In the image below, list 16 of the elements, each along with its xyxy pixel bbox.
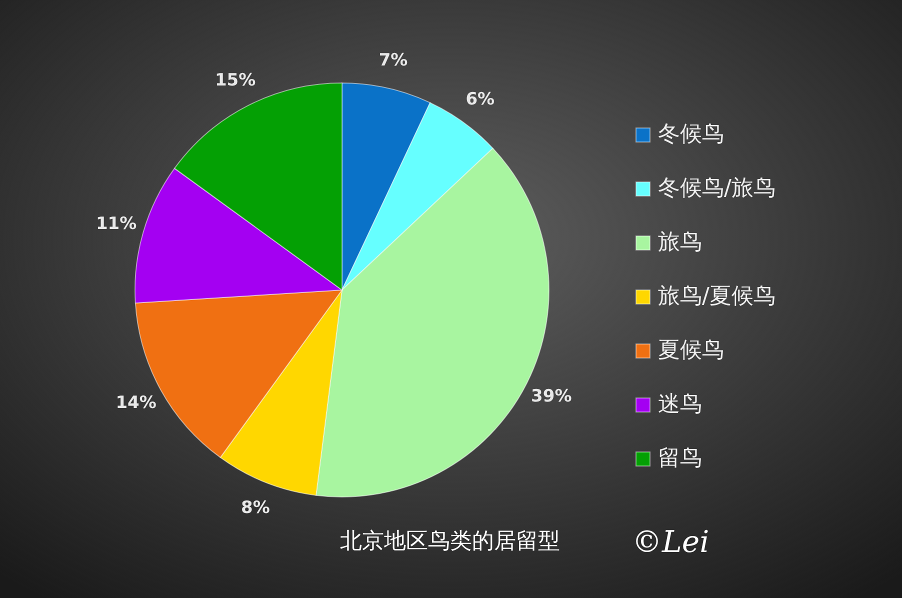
data-label: 8% xyxy=(241,498,270,518)
text: ©Lei xyxy=(632,525,710,560)
legend-label: 留鸟 xyxy=(658,446,702,472)
data-label: 6% xyxy=(466,90,495,110)
legend-label: 冬候鸟 xyxy=(658,122,724,148)
text: 北京地区鸟类的居留型 xyxy=(340,529,560,554)
data-label: 39% xyxy=(531,386,572,406)
legend-label: 迷鸟 xyxy=(658,392,702,418)
legend-label: 冬候鸟/旅鸟 xyxy=(658,176,776,202)
legend-label: 夏候鸟 xyxy=(658,338,724,364)
data-label: 7% xyxy=(378,50,408,70)
legend-label: 旅鸟 xyxy=(658,230,702,256)
data-label: 14% xyxy=(116,392,156,413)
legend-label: 旅鸟/夏候鸟 xyxy=(658,284,776,310)
data-label: 11% xyxy=(96,214,137,234)
data-label: 15% xyxy=(214,70,256,90)
